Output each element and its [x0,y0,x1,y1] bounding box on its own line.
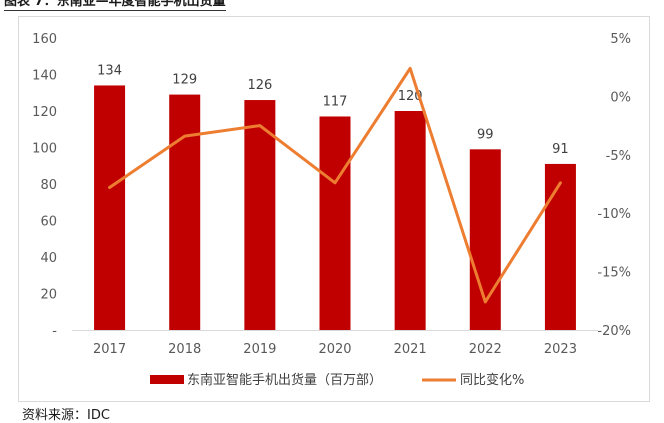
legend-bar-label: 东南亚智能手机出货量（百万部） [187,372,382,388]
bar-series [94,85,576,330]
left-tick-label: 140 [32,69,57,84]
x-tick-label: 2023 [544,342,577,357]
legend: 东南亚智能手机出货量（百万部） 同比变化% [150,372,524,388]
bar-data-label: 126 [247,78,272,93]
left-tick-label: 60 [40,215,57,230]
left-tick-label: 100 [32,142,57,157]
left-tick-label: 160 [32,32,57,47]
bar-data-label: 134 [97,63,122,78]
right-tick-label: -20% [597,324,631,339]
x-tick-label: 2021 [394,342,427,357]
left-tick-label: 120 [32,105,57,120]
bar [395,111,426,330]
x-tick-label: 2018 [168,342,201,357]
legend-line-label: 同比变化% [460,372,524,388]
bar-data-label: 129 [172,73,197,88]
right-tick-label: 5% [610,32,631,47]
x-tick-label: 2020 [318,342,351,357]
source-note: 资料来源：IDC [22,404,110,423]
left-tick-label: 20 [40,288,57,303]
right-tick-label: -5% [606,149,631,164]
bar [169,95,200,330]
x-tick-label: 2022 [469,342,502,357]
left-axis-ticks: - 20 40 60 80 100 120 140 160 [32,32,57,339]
shipment-chart: - 20 40 60 80 100 120 140 160 -20% -15% -10% -5% 0% 5… [0,0,664,402]
bar [94,85,125,330]
bar-data-label: 91 [552,142,569,157]
x-tick-label: 2017 [93,342,126,357]
right-axis-ticks: -20% -15% -10% -5% 0% 5% [597,32,631,339]
left-tick-label: - [52,324,57,339]
left-tick-label: 40 [40,251,57,266]
x-tick-label: 2019 [243,342,276,357]
right-tick-label: -15% [597,266,631,281]
bar-data-label: 99 [477,127,494,142]
bar [320,116,351,330]
left-tick-label: 80 [40,178,57,193]
right-tick-label: -10% [597,207,631,222]
bar [545,164,576,330]
right-tick-label: 0% [610,90,631,105]
x-axis-ticks: 2017 2018 2019 2020 2021 2022 2023 [93,342,577,357]
legend-bar-swatch [150,375,184,384]
bar-data-label: 117 [323,94,348,109]
